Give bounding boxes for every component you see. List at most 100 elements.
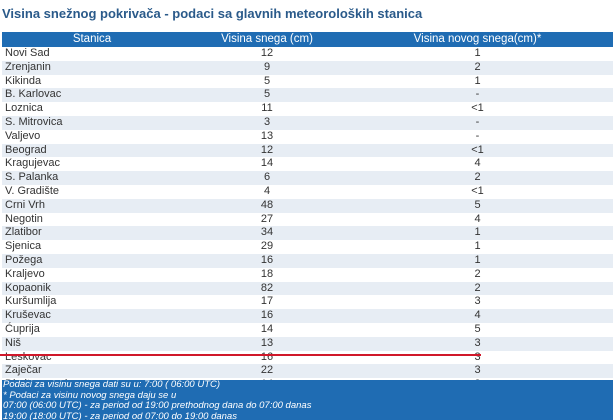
station-cell: Zaječar bbox=[5, 364, 42, 377]
snow-depth-cell: 6 bbox=[263, 171, 271, 184]
new-snow-cell: 4 bbox=[474, 309, 481, 322]
table-row: B. Karlovac 5 - bbox=[2, 88, 613, 103]
snow-depth-cell: 13 bbox=[260, 129, 274, 142]
table-row: Ćuprija 14 5 bbox=[2, 322, 613, 337]
new-snow-cell: 1 bbox=[474, 74, 481, 87]
table-row: Kopaonik 82 2 bbox=[2, 281, 613, 296]
station-cell: Zlatibor bbox=[5, 226, 42, 239]
footer-line: 19:00 (18:00 UTC) - za period od 07:00 d… bbox=[3, 410, 237, 420]
table-row: Kikinda 5 1 bbox=[2, 74, 613, 89]
new-snow-cell: 5 bbox=[474, 322, 481, 335]
table-row: Kuršumlija 17 3 bbox=[2, 295, 613, 310]
snow-depth-cell: 4 bbox=[263, 184, 271, 197]
snow-depth-cell: 3 bbox=[263, 115, 271, 128]
new-snow-cell: 3 bbox=[474, 364, 481, 377]
station-cell: Kruševac bbox=[5, 309, 51, 322]
snow-table: Stanica Visina snega (cm) Visina novog s… bbox=[2, 32, 613, 406]
station-cell: Kuršumlija bbox=[5, 295, 57, 308]
snow-depth-cell: 12 bbox=[260, 47, 274, 59]
table-row: Kraljevo 18 2 bbox=[2, 267, 613, 282]
page-title: Visina snežnog pokrivača - podaci sa gla… bbox=[2, 6, 423, 21]
station-cell: Kraljevo bbox=[5, 267, 45, 280]
station-cell: Leskovac bbox=[5, 350, 52, 363]
snow-depth-cell: 82 bbox=[260, 281, 274, 294]
table-row: V. Gradište 4 <1 bbox=[2, 184, 613, 199]
station-cell: Zrenjanin bbox=[5, 60, 51, 73]
new-snow-cell: <1 bbox=[471, 102, 484, 115]
station-cell: Ćuprija bbox=[5, 322, 40, 335]
table-row: Negotin 27 4 bbox=[2, 212, 613, 227]
snow-depth-cell: 16 bbox=[260, 253, 274, 266]
new-snow-cell: 1 bbox=[474, 240, 481, 253]
station-cell: Loznica bbox=[5, 102, 43, 115]
header-new-snow: Visina novog snega(cm)* bbox=[413, 33, 542, 45]
table-row: Požega 16 1 bbox=[2, 253, 613, 268]
table-row: Zrenjanin 9 2 bbox=[2, 60, 613, 75]
table-row: Zaječar 22 3 bbox=[2, 364, 613, 379]
station-cell: S. Palanka bbox=[5, 171, 59, 184]
station-cell: Valjevo bbox=[5, 129, 41, 142]
footer-line: * Podaci za visinu novog snega daju se u bbox=[3, 389, 177, 401]
table-row: Leskovac 16 3 bbox=[2, 350, 613, 365]
table-row: S. Mitrovica 3 - bbox=[2, 115, 613, 130]
table-row: Sjenica 29 1 bbox=[2, 240, 613, 254]
station-cell: Kopaonik bbox=[5, 281, 51, 294]
station-cell: S. Mitrovica bbox=[5, 115, 63, 128]
new-snow-cell: 4 bbox=[474, 212, 481, 225]
new-snow-cell: <1 bbox=[471, 143, 484, 156]
table-row: Kruševac 16 4 bbox=[2, 309, 613, 323]
station-cell: Kragujevac bbox=[5, 157, 61, 170]
new-snow-cell: 2 bbox=[474, 60, 481, 73]
station-cell: Beograd bbox=[5, 143, 47, 156]
snow-depth-cell: 48 bbox=[260, 198, 274, 211]
new-snow-cell: 2 bbox=[474, 171, 481, 184]
table-header: Stanica Visina snega (cm) Visina novog s… bbox=[2, 32, 613, 47]
table-row: Novi Sad 12 1 bbox=[2, 47, 613, 61]
footer-notes: Podaci za visinu snega dati su u: 7:00 (… bbox=[2, 380, 613, 420]
station-cell: V. Gradište bbox=[5, 184, 60, 197]
station-cell: Kikinda bbox=[5, 74, 42, 87]
new-snow-cell: 1 bbox=[474, 253, 481, 266]
new-snow-cell: 3 bbox=[474, 295, 481, 308]
table-row: Valjevo 13 - bbox=[2, 129, 613, 144]
snow-depth-cell: 11 bbox=[261, 102, 273, 115]
table-row: Kragujevac 14 4 bbox=[2, 157, 613, 172]
snow-depth-cell: 12 bbox=[260, 143, 274, 156]
new-snow-cell: - bbox=[475, 115, 480, 128]
new-snow-cell: 4 bbox=[474, 157, 481, 170]
station-cell: Crni Vrh bbox=[5, 198, 45, 211]
new-snow-cell: - bbox=[475, 88, 480, 101]
table-row: Zlatibor 34 1 bbox=[2, 226, 613, 241]
snow-depth-cell: 27 bbox=[260, 212, 274, 225]
new-snow-cell: 1 bbox=[474, 47, 481, 59]
snow-depth-cell: 16 bbox=[260, 350, 274, 363]
table-row: Crni Vrh 48 5 bbox=[2, 198, 613, 213]
snow-depth-cell: 18 bbox=[260, 267, 274, 280]
station-cell: Požega bbox=[5, 253, 43, 266]
snow-depth-cell: 5 bbox=[263, 88, 271, 101]
snow-depth-cell: 16 bbox=[260, 309, 274, 322]
new-snow-cell: <1 bbox=[471, 184, 484, 197]
station-cell: B. Karlovac bbox=[5, 88, 62, 101]
snow-depth-cell: 34 bbox=[260, 226, 274, 239]
snow-depth-cell: 13 bbox=[260, 336, 274, 349]
new-snow-cell: 5 bbox=[474, 198, 481, 211]
station-cell: Novi Sad bbox=[5, 47, 50, 59]
header-station: Stanica bbox=[72, 33, 112, 45]
table-row: Niš 13 3 bbox=[2, 336, 613, 351]
station-cell: Niš bbox=[5, 336, 21, 349]
table-body: Novi Sad 12 1 Zrenjanin 9 2 Kikinda 5 1 B. Karlov… bbox=[2, 47, 613, 406]
new-snow-cell: 3 bbox=[474, 350, 481, 363]
new-snow-cell: - bbox=[475, 129, 480, 142]
new-snow-cell: 3 bbox=[474, 336, 481, 349]
table-row: Beograd 12 <1 bbox=[2, 143, 613, 158]
snow-depth-cell: 29 bbox=[260, 240, 274, 253]
table-row: S. Palanka 6 2 bbox=[2, 171, 613, 185]
new-snow-cell: 1 bbox=[474, 226, 481, 239]
station-cell: Negotin bbox=[5, 212, 43, 225]
red-annotation-line bbox=[0, 354, 481, 356]
snow-depth-cell: 9 bbox=[263, 60, 271, 73]
station-cell: Sjenica bbox=[5, 240, 42, 253]
footer-line: Podaci za visinu snega dati su u: 7:00 (… bbox=[3, 380, 221, 390]
table-row: Loznica 11 <1 bbox=[2, 102, 613, 116]
